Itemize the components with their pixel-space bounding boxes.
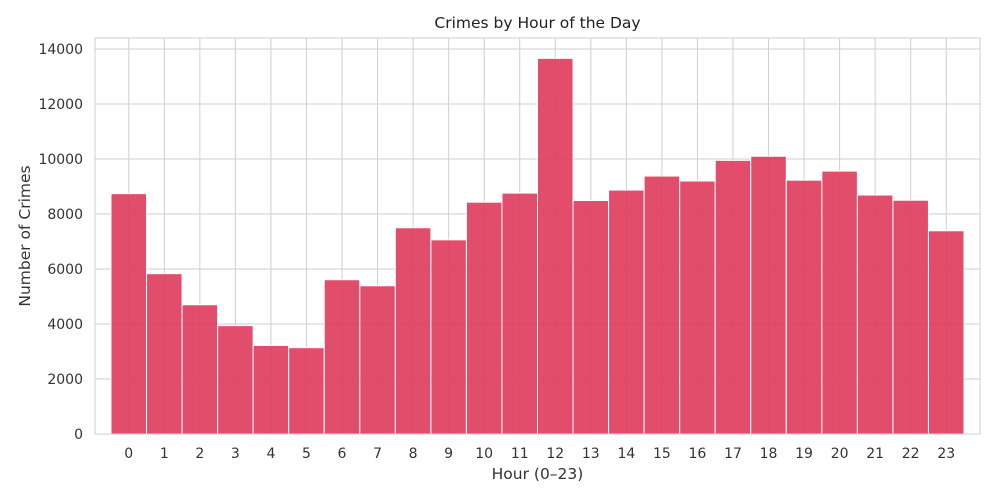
y-tick-label: 12000 — [38, 97, 83, 113]
x-tick-label: 19 — [795, 446, 813, 462]
bar-hour-2 — [181, 304, 219, 435]
x-tick-label: 16 — [689, 446, 707, 462]
x-tick-label: 3 — [231, 446, 240, 462]
y-axis-label: Number of Crimes — [16, 165, 34, 306]
bar-hour-4 — [252, 344, 290, 435]
bar-hour-17 — [714, 159, 752, 435]
bar-hour-15 — [643, 175, 681, 435]
x-tick-label: 23 — [937, 446, 955, 462]
x-tick-label: 12 — [546, 446, 564, 462]
bar-hour-18 — [750, 155, 787, 435]
y-tick-label: 0 — [74, 427, 83, 443]
x-tick-label: 13 — [582, 446, 600, 462]
bar-hour-9 — [430, 239, 467, 435]
bar-hour-7 — [359, 285, 396, 435]
bar-hour-22 — [892, 199, 929, 435]
bar-hour-10 — [465, 201, 503, 435]
bar-hour-8 — [394, 227, 432, 435]
plot-frame — [94, 37, 981, 435]
bar-hour-11 — [501, 192, 538, 435]
chart-title: Crimes by Hour of the Day — [434, 14, 640, 32]
y-tick-label: 10000 — [38, 152, 83, 168]
bar-hour-16 — [679, 180, 716, 435]
x-tick-label: 15 — [653, 446, 671, 462]
x-tick-label: 6 — [338, 446, 347, 462]
bar-hour-14 — [608, 189, 645, 435]
bar-hour-5 — [288, 347, 325, 435]
x-tick-label: 8 — [409, 446, 418, 462]
x-tick-label: 17 — [724, 446, 742, 462]
x-tick-label: 14 — [617, 446, 635, 462]
bar-hour-19 — [785, 179, 823, 435]
bar-hour-20 — [821, 170, 858, 435]
x-tick-label: 10 — [475, 446, 493, 462]
bar-hour-1 — [146, 273, 183, 435]
x-tick-label: 20 — [831, 446, 849, 462]
bar-hour-0 — [110, 193, 148, 435]
bar-hour-3 — [217, 325, 254, 435]
x-axis-label: Hour (0–23) — [492, 465, 584, 483]
x-tick-label: 22 — [902, 446, 920, 462]
bar-hour-6 — [323, 279, 361, 435]
x-tick-label: 2 — [195, 446, 204, 462]
bar-hour-13 — [572, 200, 610, 435]
x-tick-label: 11 — [511, 446, 529, 462]
y-tick-label: 2000 — [47, 372, 83, 388]
x-tick-label: 4 — [266, 446, 275, 462]
y-tick-labels: 0 2000 4000 6000 8000 10000 12000 14000 — [38, 42, 83, 443]
x-tick-label: 7 — [373, 446, 382, 462]
x-tick-label: 1 — [160, 446, 169, 462]
y-tick-label: 4000 — [47, 317, 83, 333]
bars-layer — [110, 57, 965, 435]
bar-hour-12 — [537, 57, 574, 435]
x-tick-label: 18 — [760, 446, 778, 462]
x-tick-label: 21 — [866, 446, 884, 462]
x-tick-label: 5 — [302, 446, 311, 462]
x-tick-label: 0 — [124, 446, 133, 462]
bar-hour-23 — [927, 230, 965, 435]
x-tick-label: 9 — [444, 446, 453, 462]
x-tick-labels: 0 1 2 3 4 5 6 7 8 9 10 11 12 13 14 15 16 17 18 19 20 21 22 23 — [124, 446, 955, 462]
y-tick-label: 14000 — [38, 42, 83, 58]
bar-hour-21 — [856, 194, 894, 435]
y-tick-label: 8000 — [47, 207, 83, 223]
y-tick-label: 6000 — [47, 262, 83, 278]
